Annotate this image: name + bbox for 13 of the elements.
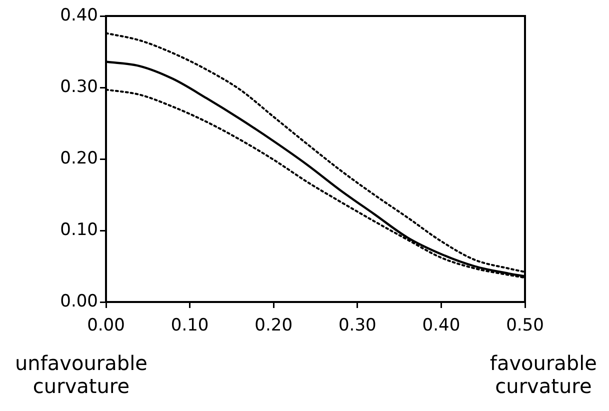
x-tick-label: 0.00 (87, 316, 125, 336)
x-tick-label: 0.20 (254, 316, 293, 336)
x-tick-label: 0.10 (170, 316, 209, 336)
x-tick-label: 0.40 (422, 316, 460, 336)
y-tick-label: 0.00 (60, 291, 98, 312)
y-tick-label: 0.10 (60, 220, 98, 240)
x-tick-label: 0.50 (506, 316, 544, 336)
text: unfavourable curvature (15, 351, 148, 398)
text: favourable curvature (490, 351, 597, 398)
x-tick-label: 0.30 (338, 316, 376, 336)
y-tick-label: 0.40 (60, 5, 98, 26)
y-tick-label: 0.30 (60, 76, 98, 97)
y-tick-label: 0.20 (60, 148, 98, 168)
